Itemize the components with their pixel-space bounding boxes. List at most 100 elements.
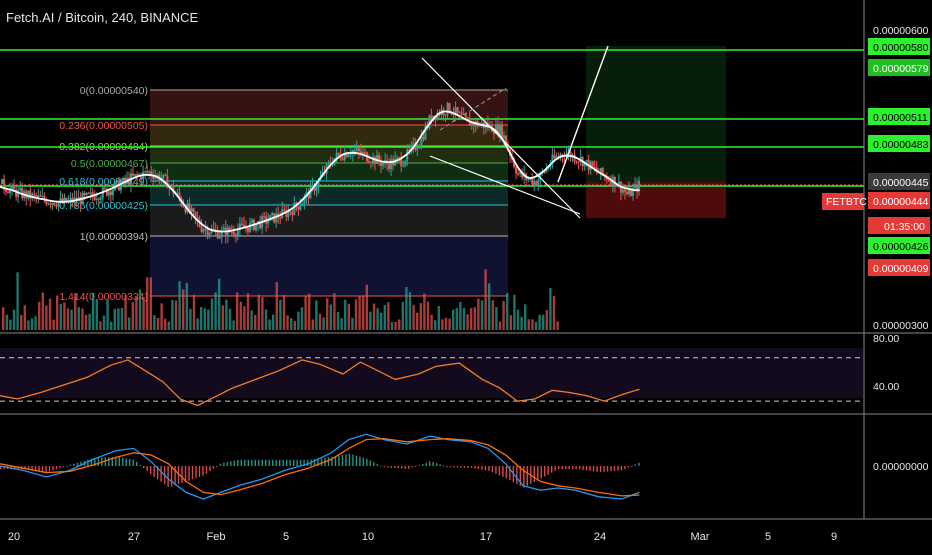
candle-body — [313, 184, 316, 191]
macd-histogram-bar — [474, 466, 476, 469]
volume-bar — [473, 307, 476, 330]
macd-histogram-bar — [13, 466, 16, 470]
candle-body — [232, 231, 235, 235]
candle-body — [388, 163, 391, 170]
candle-body — [259, 221, 262, 229]
candle-body — [57, 202, 60, 207]
macd-histogram-bar — [488, 466, 490, 471]
candle-body — [188, 203, 191, 212]
candle-body — [148, 171, 151, 173]
candle-body — [91, 192, 94, 197]
macd-histogram-bar — [582, 466, 584, 471]
macd-histogram-bar — [94, 457, 96, 466]
candle-body — [591, 161, 594, 167]
macd-histogram-bar — [205, 466, 208, 474]
macd-histogram-bar — [439, 464, 441, 466]
volume-bar — [131, 302, 134, 330]
candle-body — [267, 220, 270, 224]
candle-body — [293, 202, 296, 215]
candle-body — [575, 161, 578, 163]
candle-body — [134, 174, 137, 176]
macd-histogram-bar — [202, 466, 204, 476]
macd-histogram-bar — [31, 466, 33, 471]
macd-histogram-bar — [397, 466, 399, 469]
macd-histogram-bar — [366, 458, 368, 466]
candle-body — [89, 192, 92, 194]
volume-bar — [534, 321, 538, 330]
macd-histogram-bar — [223, 462, 225, 466]
volume-bar — [290, 318, 293, 330]
volume-bar — [419, 303, 422, 330]
volume-bar — [383, 304, 386, 330]
macd-histogram-bar — [149, 466, 152, 475]
macd-histogram-bar — [613, 466, 616, 471]
volume-bar — [441, 319, 444, 330]
volume-bar — [171, 299, 174, 330]
price-label-box — [868, 259, 930, 276]
candle-body — [621, 189, 624, 193]
candle-body — [456, 107, 459, 113]
volume-bar — [84, 314, 88, 330]
candle-body — [496, 124, 499, 135]
macd-histogram-bar — [435, 463, 438, 466]
candle-body — [507, 145, 510, 150]
volume-bar — [210, 298, 214, 330]
candle-body — [164, 174, 167, 176]
candle-body — [601, 167, 604, 175]
volume-bar — [63, 302, 66, 330]
volume-bar — [110, 321, 113, 330]
macd-histogram-bar — [104, 457, 107, 466]
candle-body — [154, 176, 157, 179]
volume-bar — [95, 299, 98, 330]
volume-bar — [531, 319, 534, 330]
candle-body — [406, 149, 409, 162]
candle-body — [13, 184, 16, 190]
candle-body — [83, 193, 86, 195]
candle-body — [37, 195, 40, 198]
macd-histogram-bar — [296, 459, 298, 466]
volume-bar — [272, 314, 275, 330]
volume-bar — [459, 301, 462, 330]
candle-body — [271, 213, 274, 216]
volume-bar — [81, 308, 84, 330]
candle-body — [39, 195, 42, 197]
macd-histogram-bar — [387, 466, 389, 468]
candle-body — [176, 192, 179, 194]
candle-body — [416, 148, 419, 150]
macd-histogram-bar — [254, 459, 256, 466]
macd-histogram-bar — [345, 454, 347, 466]
volume-bar — [434, 320, 437, 330]
candle-body — [422, 136, 425, 140]
price-tick-label: 0.00000483 — [873, 139, 929, 151]
volume-bar — [117, 308, 120, 330]
countdown-label: 01:35:00 — [884, 221, 925, 233]
macd-histogram-bar — [610, 466, 612, 472]
candle-body — [311, 184, 314, 186]
volume-bar — [45, 305, 48, 330]
candle-body — [3, 179, 6, 190]
volume-bar — [394, 321, 397, 330]
candle-body — [269, 215, 272, 221]
candle-body — [573, 154, 576, 162]
volume-bar — [250, 310, 253, 330]
volume-bar — [470, 308, 473, 330]
candle-body — [301, 203, 304, 207]
macd-histogram-bar — [306, 459, 309, 466]
countdown-box — [868, 217, 930, 234]
volume-bar — [30, 318, 34, 330]
volume-bar — [308, 293, 311, 330]
macd-histogram-bar — [118, 457, 120, 466]
volume-bar — [491, 300, 494, 330]
macd-histogram-bar — [278, 459, 281, 466]
candle-body — [337, 152, 340, 155]
macd-histogram-bar — [575, 466, 577, 470]
fib-label: 1(0.00000394) — [80, 231, 148, 243]
volume-bar — [466, 314, 469, 330]
price-tick-label: 0.00000426 — [873, 241, 929, 253]
volume-bar — [228, 308, 232, 330]
candle-body — [494, 124, 497, 134]
candle-body — [222, 227, 225, 230]
volume-bar — [495, 307, 498, 330]
